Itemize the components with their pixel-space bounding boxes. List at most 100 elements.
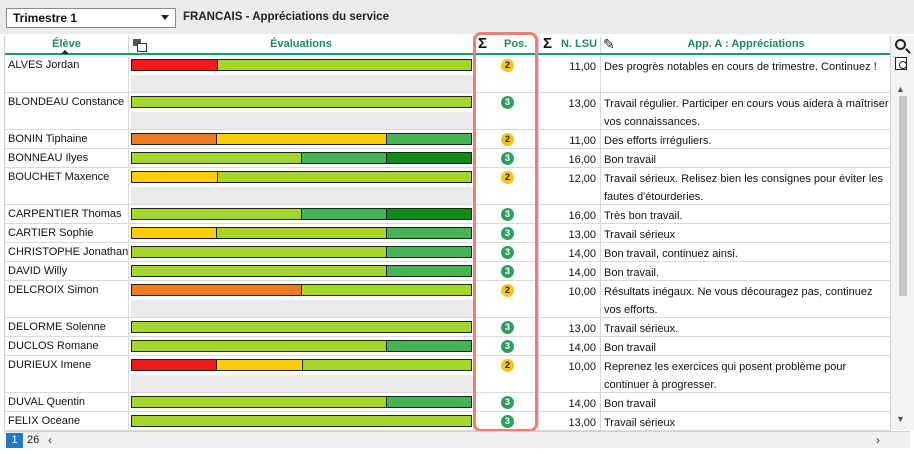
evaluation-bar <box>131 152 472 164</box>
table-row[interactable]: CARPENTIER Thomas 3 16,00 Très bon travail. <box>5 205 891 224</box>
position-cell: 3 <box>474 262 539 280</box>
scroll-up-icon[interactable]: ▲ <box>896 84 905 94</box>
period-select[interactable]: Trimestre 1 <box>6 8 176 28</box>
column-header-eleve[interactable]: Élève <box>5 36 129 54</box>
lsu-grade[interactable]: 13,00 <box>539 93 601 129</box>
appreciation-text[interactable]: Reprenez les exercices qui posent problè… <box>604 361 847 391</box>
position-badge: 3 <box>501 340 514 353</box>
appreciation-text[interactable]: Bon travail <box>604 154 656 166</box>
table-row[interactable]: BONNEAU Ilyes 3 16,00 Bon travail <box>5 149 891 168</box>
sigma-icon[interactable]: Σ <box>478 35 488 52</box>
lsu-grade[interactable]: 10,00 <box>539 356 601 392</box>
position-badge: 3 <box>501 208 514 221</box>
appreciation-text[interactable]: Travail sérieux. Relisez bien les consig… <box>604 173 883 203</box>
chevron-down-icon[interactable] <box>161 15 169 20</box>
evaluation-segment-green <box>386 341 471 351</box>
appreciation-text[interactable]: Des efforts irréguliers. <box>604 135 712 147</box>
appreciation-text[interactable]: Travail régulier. Participer en cours vo… <box>604 98 889 128</box>
lsu-grade[interactable]: 16,00 <box>539 205 601 223</box>
evaluation-segment-lightgreen <box>302 360 471 370</box>
table-row[interactable]: DELCROIX Simon 2 10,00 Résultats inégaux. N… <box>5 281 891 318</box>
appreciation-text[interactable]: Travail sérieux <box>604 417 676 429</box>
evaluation-segment-green <box>386 247 471 257</box>
lsu-grade[interactable]: 14,00 <box>539 337 601 355</box>
table-row[interactable]: ALVES Jordan 2 11,00 Des progrès notables e… <box>5 56 891 93</box>
position-badge: 2 <box>501 171 514 184</box>
student-name: ALVES Jordan <box>5 56 129 92</box>
appreciation-text[interactable]: Bon travail <box>604 342 656 354</box>
table-row[interactable]: CARTIER Sophie 3 13,00 Travail sérieux <box>5 224 891 243</box>
chevron-left-icon[interactable]: ‹ <box>48 433 52 447</box>
column-header-nlsu-label: N. LSU <box>561 38 598 50</box>
lsu-grade[interactable]: 11,00 <box>539 130 601 148</box>
position-cell: 2 <box>474 56 539 92</box>
table-row[interactable]: DURIEUX Imene 2 10,00 Reprenez les exercice… <box>5 356 891 393</box>
appreciation-text[interactable]: Résultats inégaux. Ne vous découragez pa… <box>604 286 873 316</box>
cell-background <box>131 112 473 129</box>
column-header-appreciation[interactable]: ✎ App. A : Appréciations <box>601 36 891 53</box>
lsu-grade[interactable]: 13,00 <box>539 224 601 242</box>
sigma-icon[interactable]: Σ <box>543 35 553 52</box>
service-title: FRANCAIS - Appréciations du service <box>183 11 389 23</box>
appreciation-text[interactable]: Des progrès notables en cours de trimest… <box>604 61 877 73</box>
position-cell: 3 <box>474 412 539 430</box>
table-row[interactable]: BLONDEAU Constance 3 13,00 Travail régulier… <box>5 93 891 130</box>
table-row[interactable]: FELIX Oceane 3 13,00 Travail sérieux <box>5 412 891 431</box>
student-name: DELORME Solenne <box>5 318 129 336</box>
cell-background <box>131 75 473 92</box>
table-row[interactable]: DUCLOS Romane 3 14,00 Bon travail <box>5 337 891 356</box>
vertical-scrollbar-thumb[interactable] <box>899 96 907 296</box>
table-row[interactable]: DAVID Willy 3 14,00 Bon travail. <box>5 262 891 281</box>
position-cell: 3 <box>474 149 539 167</box>
evaluation-bar <box>131 227 472 239</box>
lsu-grade[interactable]: 14,00 <box>539 393 601 411</box>
table-row[interactable]: BOUCHET Maxence 2 12,00 Travail sérieux. Re… <box>5 168 891 205</box>
lsu-grade[interactable]: 13,00 <box>539 412 601 430</box>
evaluation-segment-yellow <box>217 360 303 370</box>
appreciation-text[interactable]: Bon travail, continuez ainsi. <box>604 248 738 260</box>
column-header-appreciation-label: App. A : Appréciations <box>687 38 805 50</box>
position-badge: 2 <box>501 284 514 297</box>
search-icon[interactable] <box>895 39 906 50</box>
lsu-grade[interactable]: 14,00 <box>539 243 601 261</box>
evaluation-segment-orange <box>132 134 218 144</box>
appreciation-text[interactable]: Très bon travail. <box>604 210 683 222</box>
page-total[interactable]: 26 <box>27 434 40 446</box>
evaluation-segment-green <box>386 134 471 144</box>
pencil-icon[interactable]: ✎ <box>603 36 615 52</box>
evaluation-bar <box>131 246 472 258</box>
scroll-down-icon[interactable]: ▼ <box>896 414 905 424</box>
position-badge: 3 <box>501 415 514 428</box>
evaluations-cell <box>129 337 474 355</box>
copy-icon[interactable] <box>133 39 147 52</box>
chevron-right-icon[interactable]: › <box>876 433 880 447</box>
evaluation-segment-green <box>301 209 387 219</box>
lsu-grade[interactable]: 16,00 <box>539 149 601 167</box>
evaluation-segment-red <box>132 360 218 370</box>
position-badge: 2 <box>501 133 514 146</box>
table-row[interactable]: DELORME Solenne 3 13,00 Travail sérieux. <box>5 318 891 337</box>
export-icon[interactable] <box>895 57 907 70</box>
side-toolbar: ▲ ▼ <box>890 36 914 430</box>
lsu-grade[interactable]: 14,00 <box>539 262 601 280</box>
table-row[interactable]: CHRISTOPHE Jonathan 3 14,00 Bon travail, co… <box>5 243 891 262</box>
table-row[interactable]: DUVAL Quentin 3 14,00 Bon travail <box>5 393 891 412</box>
evaluation-bar <box>131 396 472 408</box>
table-row[interactable]: BONIN Tiphaine 2 11,00 Des efforts irréguli… <box>5 130 891 149</box>
position-badge: 2 <box>501 59 514 72</box>
lsu-grade[interactable]: 12,00 <box>539 168 601 204</box>
column-header-nlsu[interactable]: Σ N. LSU <box>539 35 601 53</box>
lsu-grade[interactable]: 13,00 <box>539 318 601 336</box>
appreciations-grid: Élève Évaluations Σ Pos. Σ N. LSU ✎ App.… <box>4 35 891 431</box>
appreciation-text[interactable]: Bon travail <box>604 398 656 410</box>
appreciation-text[interactable]: Travail sérieux <box>604 229 676 241</box>
position-badge: 3 <box>501 227 514 240</box>
appreciation-text[interactable]: Travail sérieux. <box>604 323 679 335</box>
page-current[interactable]: 1 <box>6 433 23 448</box>
column-header-pos[interactable]: Σ Pos. <box>474 35 539 53</box>
column-header-evaluations[interactable]: Évaluations <box>129 36 474 53</box>
evaluation-segment-lightgreen <box>217 228 387 238</box>
appreciation-text[interactable]: Bon travail. <box>604 267 660 279</box>
lsu-grade[interactable]: 10,00 <box>539 281 601 317</box>
lsu-grade[interactable]: 11,00 <box>539 56 601 92</box>
